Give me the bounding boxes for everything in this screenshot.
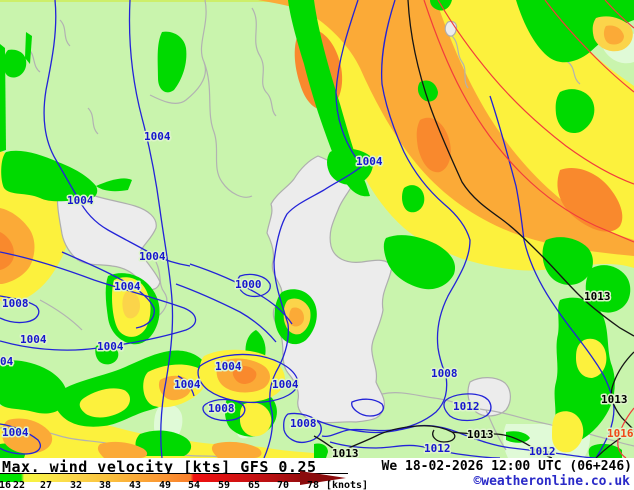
isobar-labels: 1004 1004 1004 1004 1004 1000 1008 1004 1004 04 10… [0,129,634,459]
kara-bogaz-gol [467,377,511,417]
isobar-label: 1012 [424,442,451,455]
contours-black [313,0,634,458]
isobar-label: 1004 [356,155,383,168]
isobar-label: 1000 [235,278,262,291]
isobar-label: 1004 [2,426,29,439]
map-canvas: 1004 1004 1004 1004 1004 1000 1008 1004 1004 04 10… [0,0,634,458]
isobar-label: 1013 [601,393,628,406]
sea-areas [56,20,511,424]
caspian-sea [266,155,393,424]
isobar-label: 1013 [467,428,494,441]
isobar-label: 1004 [139,250,166,263]
valid-datetime: We 18-02-2026 12:00 UTC (06+246) [381,459,632,474]
scale-tick: 59 [217,480,231,490]
isobar-label: 1008 [208,402,235,415]
legend-title: Max. wind velocity [kts] GFS 0.25 [2,458,317,476]
isobar-label: 1004 [114,280,141,293]
isobar-label: 1012 [529,445,556,458]
copyright-link[interactable]: ©weatheronline.co.uk [473,474,630,489]
scale-ticks: 16 22 27 32 38 43 49 54 59 65 70 78 [knots] [0,479,634,490]
isobar-label: 1004 [215,360,242,373]
isobar-label: 1004 [67,194,94,207]
scale-tick: 49 [158,480,172,490]
scale-tick: [knots] [325,480,369,490]
scale-tick: 22 [12,480,26,490]
south-wind-band [0,404,320,458]
color-scale-topline [0,473,348,474]
isobar-label: 04 [0,355,14,368]
isobar-label: 1004 [144,130,171,143]
scale-tick: 38 [98,480,112,490]
isobar-label: 1004 [20,333,47,346]
isobar-label: 1013 [332,447,359,458]
isobar-label: 1004 [272,378,299,391]
color-scale-arrow-icon [300,471,346,485]
small-lake [444,20,458,37]
contours-red [423,0,634,458]
isobars-blue [0,0,615,458]
scale-tick: 78 [306,480,320,490]
isobar-label: 1008 [290,417,317,430]
scale-tick: 27 [39,480,53,490]
isobar-label: 1008 [2,297,29,310]
isobar-label: 1008 [431,367,458,380]
weather-map: 1004 1004 1004 1004 1004 1000 1008 1004 1004 04 10… [0,0,634,458]
scale-tick: 32 [69,480,83,490]
scale-tick: 43 [128,480,142,490]
isobar-label: 1004 [97,340,124,353]
legend-bar: Max. wind velocity [kts] GFS 0.25 We 18-… [0,458,634,490]
isobar-label: 1013 [584,290,611,303]
isobar-label: 1016 [607,427,634,440]
color-scale [0,474,300,482]
scale-tick: 65 [247,480,261,490]
scale-tick: 16 [0,480,12,490]
isobar-label: 1004 [174,378,201,391]
isobar-label: 1012 [453,400,480,413]
scale-tick: 54 [187,480,201,490]
scale-tick: 70 [276,480,290,490]
